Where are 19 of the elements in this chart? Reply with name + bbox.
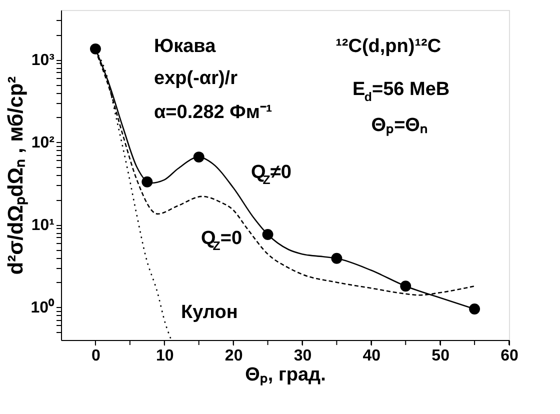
annotation: ¹²C(d,pn)¹²C — [336, 36, 442, 57]
y-tick-label: 10¹ — [31, 217, 54, 234]
y-tick-label: 10³ — [31, 52, 54, 70]
y-axis-title: d²σ/dΩₚdΩₙ , мб/ср² — [4, 76, 29, 275]
y-tick-label: 10⁰ — [30, 298, 54, 317]
x-tick-label: 30 — [294, 348, 312, 364]
x-tick-label: 60 — [500, 348, 518, 364]
x-tick-label: 0 — [92, 348, 101, 364]
x-axis-title: Θₚ, град. — [245, 364, 326, 386]
x-tick-label: 50 — [432, 348, 450, 364]
annotation: α=0.282 Фм⁻¹ — [154, 102, 272, 123]
annotation: Юкава — [154, 36, 216, 57]
y-tick-label: 10² — [31, 134, 54, 152]
series-label: Кулон — [181, 302, 238, 323]
x-tick-label: 20 — [224, 348, 243, 364]
annotation: exp(-αr)/r — [154, 68, 238, 89]
annotation: Θₚ=Θₙ — [371, 115, 428, 136]
x-tick-label: 40 — [362, 348, 381, 364]
x-tick-label: 10 — [156, 348, 174, 364]
